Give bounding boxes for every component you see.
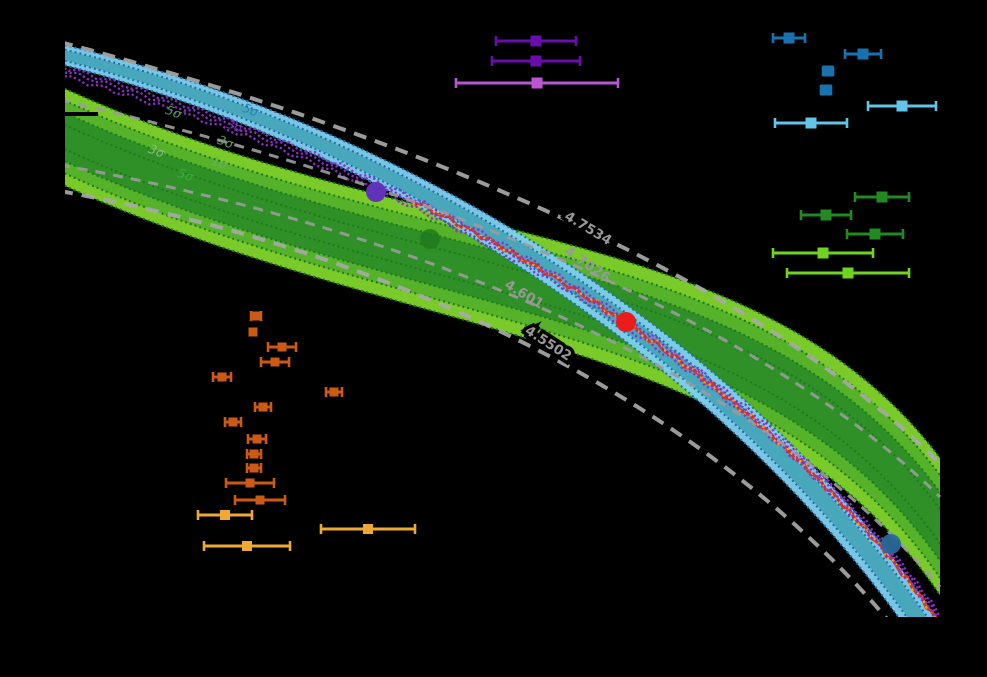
errorbar-point xyxy=(454,77,620,89)
errorbar-point xyxy=(494,35,578,47)
errorbar-point xyxy=(324,387,344,397)
errorbar-point xyxy=(202,541,292,551)
errorbar-point xyxy=(223,417,243,427)
errorbar-point xyxy=(266,342,298,352)
red-best-fit-line xyxy=(407,197,938,617)
contour-line-4.7534 xyxy=(65,41,942,466)
errorbar-point xyxy=(224,478,276,488)
sigma-label: 1σ xyxy=(210,153,231,173)
measurement-group-blue-dark xyxy=(771,32,883,96)
errorbar-point xyxy=(490,55,582,67)
errorbar-point xyxy=(245,449,263,459)
contour-line-4.5502 xyxy=(65,189,889,617)
errorbar-point xyxy=(845,228,905,240)
errorbar-point xyxy=(771,247,875,259)
contour-line-4.7026 xyxy=(65,99,942,499)
bands-layer xyxy=(65,41,942,617)
measurement-group-purple-dark xyxy=(490,35,582,67)
errorbar-point xyxy=(853,191,911,203)
errorbar-point xyxy=(245,463,263,473)
contour-line-4.601 xyxy=(65,164,942,588)
errorbar-point xyxy=(248,327,258,337)
blue-dot xyxy=(881,534,901,554)
measurement-group-green-light xyxy=(771,247,911,279)
sigma-label: 5σ xyxy=(176,165,197,185)
sigma-label: 3σ xyxy=(147,141,168,161)
purple-dot xyxy=(366,182,386,202)
errorbar-point xyxy=(773,117,849,129)
errorbar-point xyxy=(249,311,263,321)
errorbar-point xyxy=(253,402,273,412)
errorbar-point xyxy=(259,357,291,367)
errorbar-point xyxy=(211,372,233,382)
errorbar-point xyxy=(819,84,833,96)
measurement-group-orange-light xyxy=(196,510,417,551)
sigma-label: 5σ xyxy=(164,102,185,122)
errorbar-point xyxy=(866,100,938,112)
errorbar-point xyxy=(233,495,287,505)
sigma-label: 3σ xyxy=(225,116,246,136)
errorbar-point xyxy=(246,434,268,444)
errorbar-point xyxy=(196,510,254,520)
errorbar-point xyxy=(821,65,835,77)
errorbar-point xyxy=(785,267,911,279)
green-dot xyxy=(420,229,440,249)
sigma-label: 3σ xyxy=(216,132,237,152)
measurement-group-orange-dark xyxy=(211,311,344,505)
measurement-group-blue-light xyxy=(773,100,938,129)
errorbar-point xyxy=(771,32,807,44)
green-band xyxy=(65,87,941,596)
errorbar-point xyxy=(843,48,883,60)
purple-band xyxy=(65,67,942,617)
errorbar-point xyxy=(319,524,417,534)
sigma-label: 5σ xyxy=(241,100,262,120)
errorbar-point xyxy=(799,209,853,221)
red-dot xyxy=(616,312,636,332)
measurement-group-purple-light xyxy=(454,77,620,89)
measurement-group-green-dark xyxy=(799,191,911,240)
